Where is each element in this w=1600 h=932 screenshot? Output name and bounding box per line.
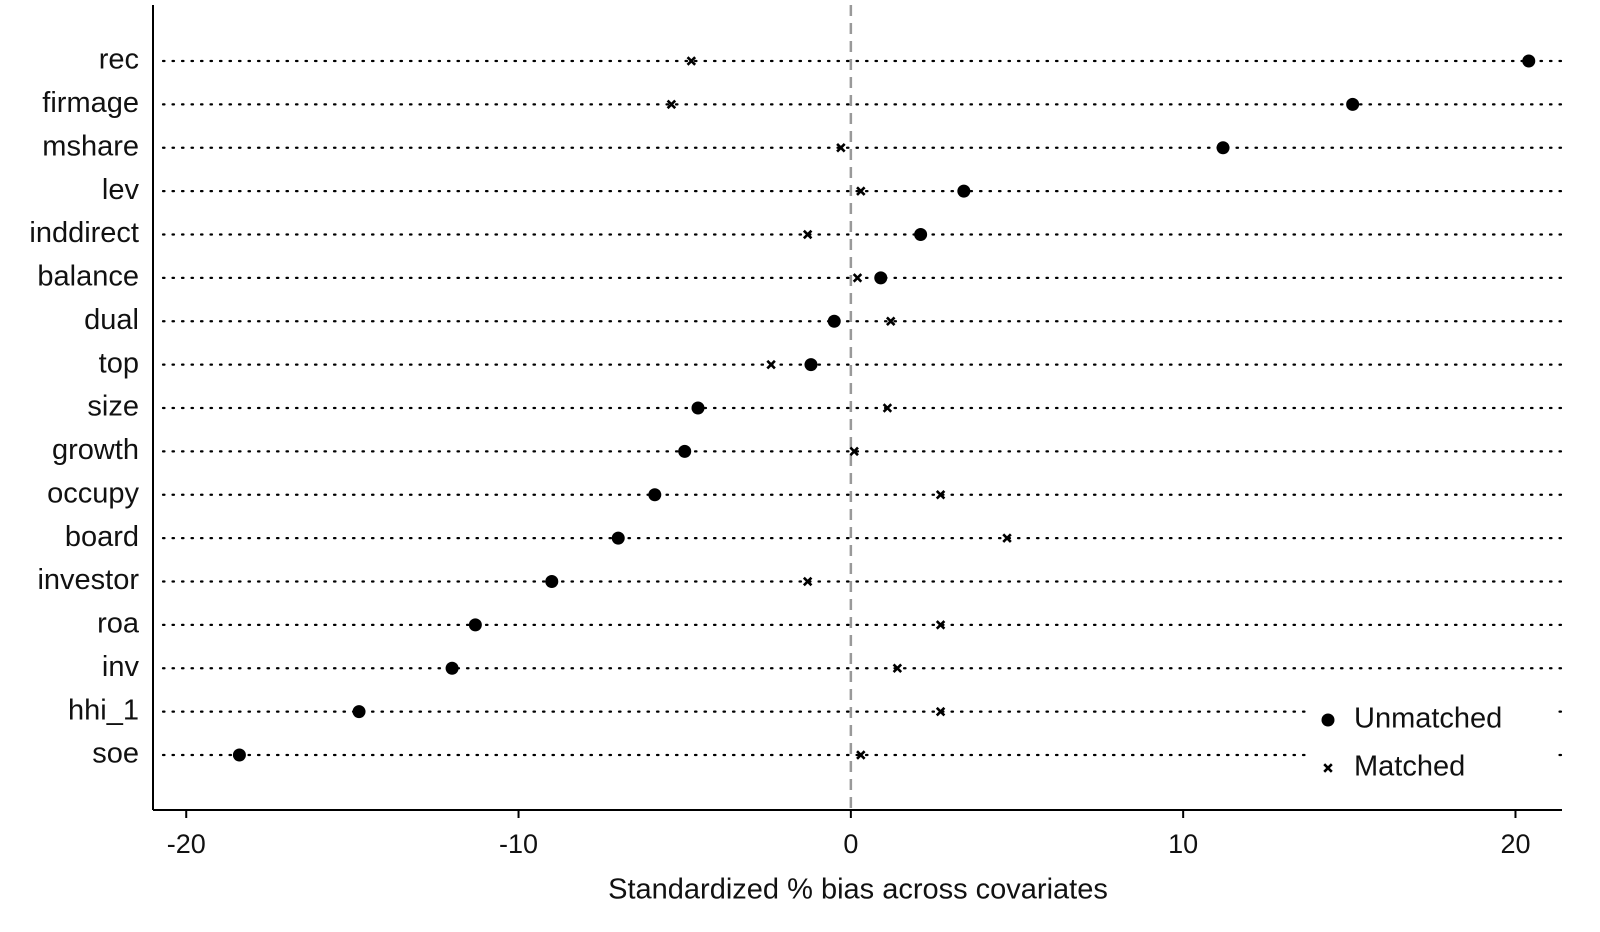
x-axis-title: Standardized % bias across covariates <box>608 874 1108 906</box>
dot-unmatched <box>611 531 625 545</box>
x-tick-label: 0 <box>843 829 858 859</box>
category-label: top <box>99 347 139 379</box>
dot-unmatched <box>232 748 246 762</box>
dot-unmatched <box>352 705 366 719</box>
dot-unmatched <box>545 575 559 588</box>
dot-matched <box>886 316 896 326</box>
dot-matched <box>892 663 903 673</box>
dot-matched <box>1002 533 1012 543</box>
dot-matched <box>849 446 859 457</box>
dot-matched <box>856 750 866 760</box>
category-label: investor <box>37 564 139 596</box>
legend-label: Unmatched <box>1354 703 1502 735</box>
category-label: occupy <box>47 477 139 509</box>
x-tick-label: -10 <box>499 829 538 859</box>
category-label: mshare <box>42 130 139 162</box>
legend-box <box>1308 696 1558 796</box>
category-label: dual <box>84 304 139 336</box>
category-label: inv <box>102 651 140 683</box>
category-label: inddirect <box>29 217 139 249</box>
dot-matched <box>935 620 946 630</box>
legend-label: Matched <box>1354 751 1465 783</box>
dot-matched <box>856 186 866 196</box>
dot-unmatched <box>648 488 662 502</box>
dot-matched <box>686 56 697 66</box>
dot-unmatched <box>1216 141 1230 155</box>
category-label: lev <box>102 174 140 206</box>
category-label: firmage <box>42 87 139 119</box>
dot-matched <box>836 143 846 153</box>
category-label: growth <box>52 434 139 466</box>
legend-marker <box>1323 763 1333 773</box>
dot-unmatched <box>468 618 482 632</box>
dot-unmatched <box>1522 54 1536 68</box>
dot-matched <box>935 706 946 717</box>
x-tick-label: -20 <box>167 829 206 859</box>
category-label: size <box>87 391 139 423</box>
dot-unmatched <box>804 358 818 372</box>
category-label: soe <box>92 738 139 770</box>
category-label: hhi_1 <box>68 694 139 726</box>
dot-matched <box>802 229 813 240</box>
dot-unmatched <box>678 444 692 458</box>
category-label: rec <box>99 44 139 76</box>
category-label: board <box>65 521 139 553</box>
dot-matched <box>802 576 813 587</box>
legend-marker <box>1321 713 1335 727</box>
dot-unmatched <box>1346 97 1360 111</box>
dot-unmatched <box>957 184 971 198</box>
dot-matched <box>935 490 946 500</box>
dot-unmatched <box>445 661 459 675</box>
x-tick-label: 10 <box>1168 829 1198 859</box>
dot-unmatched <box>914 228 928 241</box>
dot-unmatched <box>874 271 888 285</box>
dot-matched <box>666 99 677 110</box>
x-tick-label: 20 <box>1500 829 1530 859</box>
dot-matched <box>882 403 893 413</box>
dot-matched <box>852 273 863 283</box>
dot-unmatched <box>691 401 705 415</box>
category-label: balance <box>37 261 139 293</box>
dot-matched <box>766 359 776 370</box>
category-label: roa <box>97 608 140 640</box>
dot-unmatched <box>827 314 841 328</box>
